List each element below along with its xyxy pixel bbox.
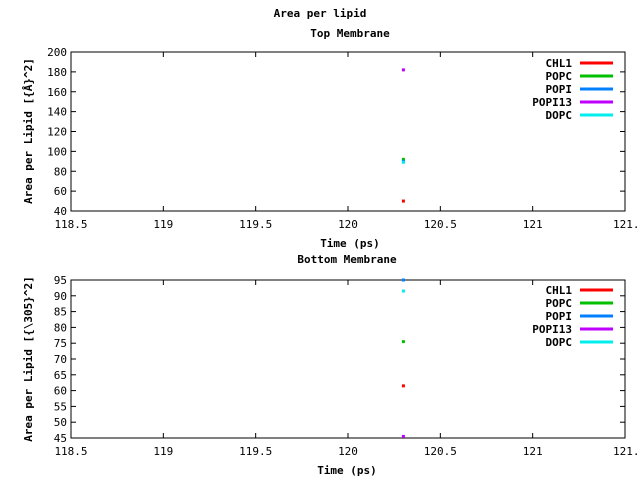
y-tick-label: 60 [54, 185, 67, 198]
y-tick-label: 140 [47, 106, 67, 119]
x-axis-label: Time (ps) [317, 464, 377, 477]
x-tick-label: 119 [153, 218, 173, 231]
data-point-dopc [401, 160, 405, 164]
legend-label: POPI13 [532, 323, 572, 336]
y-axis-label: Area per Lipid [{\305}^2] [22, 276, 35, 442]
x-tick-label: 120 [338, 218, 358, 231]
x-tick-label: 119.5 [239, 445, 272, 458]
legend-label: DOPC [546, 336, 573, 349]
legend-label: POPI [546, 83, 573, 96]
y-tick-label: 60 [54, 385, 67, 398]
y-tick-label: 100 [47, 145, 67, 158]
x-tick-label: 120 [338, 445, 358, 458]
x-tick-label: 118.5 [54, 445, 87, 458]
x-tick-label: 120.5 [424, 218, 457, 231]
x-tick-label: 121. [613, 445, 640, 458]
data-point-popi [401, 278, 405, 282]
y-tick-label: 75 [54, 337, 67, 350]
chart-title: Bottom Membrane [297, 253, 397, 266]
data-point-chl1 [401, 199, 405, 203]
y-tick-label: 70 [54, 353, 67, 366]
y-tick-label: 80 [54, 165, 67, 178]
y-tick-label: 120 [47, 126, 67, 139]
chart-title: Top Membrane [310, 27, 390, 40]
y-axis-label: Area per Lipid [{Å}^2] [22, 58, 35, 204]
legend-label: CHL1 [546, 284, 573, 297]
x-tick-label: 119.5 [239, 218, 272, 231]
plot-frame [70, 51, 626, 212]
data-point-popi13 [401, 434, 405, 438]
data-point-popc [401, 157, 405, 161]
legend-label: POPC [546, 70, 573, 83]
y-tick-label: 180 [47, 66, 67, 79]
y-tick-label: 80 [54, 321, 67, 334]
y-tick-label: 160 [47, 86, 67, 99]
main-title: Area per lipid [274, 7, 367, 20]
legend-label: CHL1 [546, 57, 573, 70]
data-point-popc [401, 340, 405, 344]
top-membrane-chart: Top Membrane Time (ps) Area per Lipid [{… [22, 27, 640, 250]
y-tick-label: 90 [54, 290, 67, 303]
plot-frame [70, 279, 626, 439]
x-tick-label: 121 [523, 445, 543, 458]
data-point-dopc [401, 289, 405, 293]
data-point-popi13 [401, 68, 405, 72]
y-tick-label: 50 [54, 416, 67, 429]
x-axis-label: Time (ps) [320, 237, 380, 250]
legend-label: DOPC [546, 109, 573, 122]
y-tick-label: 45 [54, 432, 67, 445]
legend-label: POPI13 [532, 96, 572, 109]
y-tick-label: 85 [54, 306, 67, 319]
bottom-membrane-chart: Bottom Membrane Time (ps) Area per Lipid… [22, 253, 640, 477]
x-tick-label: 120.5 [424, 445, 457, 458]
data-point-chl1 [401, 384, 405, 388]
x-tick-label: 119 [153, 445, 173, 458]
x-tick-label: 121 [523, 218, 543, 231]
y-tick-label: 40 [54, 205, 67, 218]
legend-label: POPI [546, 310, 573, 323]
legend-label: POPC [546, 297, 573, 310]
x-tick-label: 118.5 [54, 218, 87, 231]
y-tick-label: 55 [54, 400, 67, 413]
y-tick-label: 65 [54, 369, 67, 382]
y-tick-label: 200 [47, 46, 67, 59]
y-tick-label: 95 [54, 274, 67, 287]
x-tick-label: 121. [613, 218, 640, 231]
